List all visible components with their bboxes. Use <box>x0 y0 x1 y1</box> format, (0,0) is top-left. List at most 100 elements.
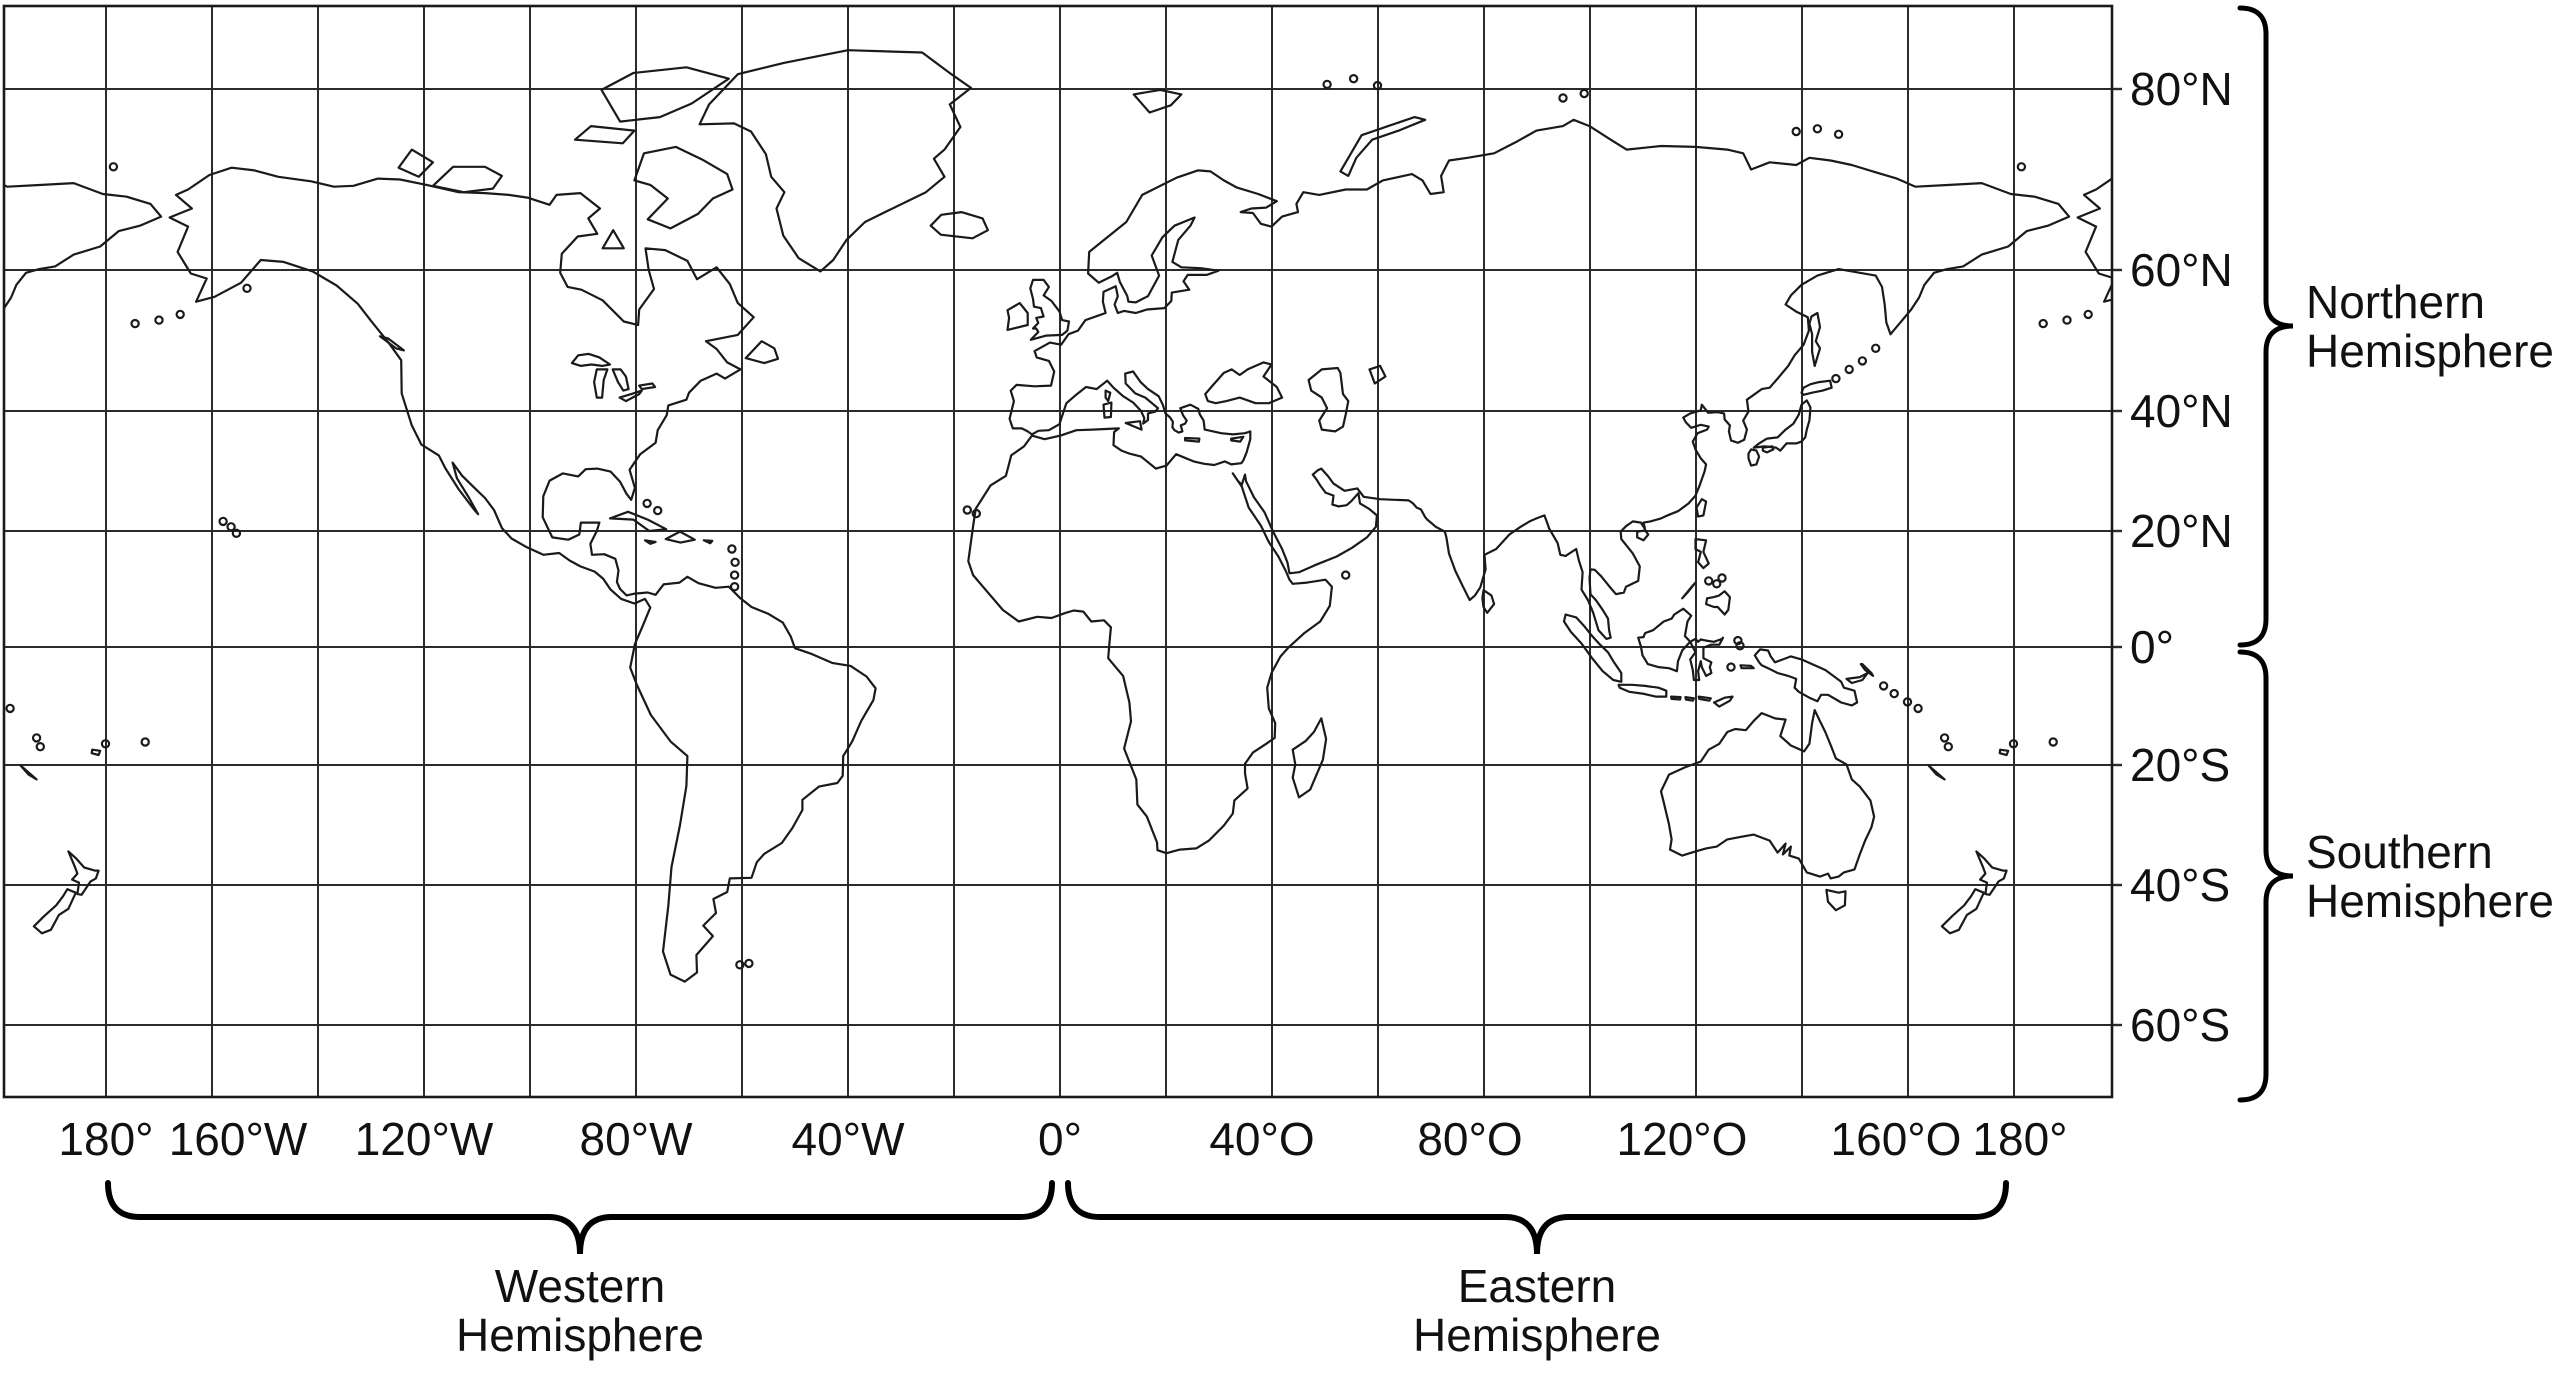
longitude-label-40°O: 40°O <box>1209 1113 1315 1165</box>
longitude-label-180°: 180° <box>1972 1113 2068 1165</box>
northern-hemisphere-brace <box>2237 5 2294 648</box>
coastline-fiji <box>90 748 102 757</box>
small-island <box>218 516 228 527</box>
coastline-britain <box>1029 278 1071 341</box>
coastline-palawan <box>1681 581 1697 600</box>
small-island <box>729 582 740 592</box>
small-island <box>1558 93 1568 103</box>
small-island <box>1791 126 1801 137</box>
longitude-label-120°O: 120°O <box>1616 1113 1748 1165</box>
coastline-crete <box>1184 436 1201 443</box>
coastline-aral <box>1368 364 1387 385</box>
coastline-newguinea <box>1753 648 1859 707</box>
small-island <box>1340 570 1351 580</box>
small-island <box>1870 343 1881 353</box>
small-island <box>108 162 119 172</box>
small-island <box>1878 681 1889 691</box>
small-island <box>175 309 185 320</box>
hemisphere-braces <box>105 5 2294 1255</box>
coastline-eurafrica <box>967 118 2071 855</box>
small-island <box>231 528 242 539</box>
latitude-label-80°N: 80°N <box>2130 63 2233 115</box>
small-island <box>1833 129 1844 139</box>
southern-hemisphere-line2: Hemisphere <box>2306 875 2554 927</box>
small-island <box>962 505 973 515</box>
small-island <box>1943 742 1954 752</box>
small-island <box>5 703 15 714</box>
western-hemisphere-brace <box>105 1180 1055 1255</box>
coastline-srilanka <box>1481 589 1496 614</box>
small-island <box>1902 697 1913 707</box>
coastline-sunda2 <box>1684 696 1695 702</box>
coastline-lake_huron <box>611 368 630 392</box>
coastline-tasmania <box>1825 888 1847 912</box>
eastern-hemisphere-line2: Hemisphere <box>1413 1309 1661 1361</box>
small-island <box>729 570 740 580</box>
coastline-iceland <box>929 211 989 240</box>
small-island <box>2008 739 2019 749</box>
longitude-label-40°W: 40°W <box>791 1113 905 1165</box>
small-island <box>1372 80 1383 91</box>
small-island <box>1348 73 1359 84</box>
small-island <box>642 498 652 509</box>
small-island <box>130 318 140 329</box>
latitude-label-60°S: 60°S <box>2130 999 2231 1051</box>
small-island <box>1844 364 1854 375</box>
coastline-americas <box>168 166 877 983</box>
latitude-label-0°: 0° <box>2130 621 2174 673</box>
longitude-label-120°W: 120°W <box>354 1113 494 1165</box>
coastline-novayazemlya <box>1339 116 1427 177</box>
coastline-lake_ontario <box>638 382 657 391</box>
small-island <box>1322 79 1332 90</box>
small-island <box>4 700 5 704</box>
coastline-ireland <box>1006 302 1029 331</box>
latitude-label-40°S: 40°S <box>2130 859 2231 911</box>
coastline-sardinia <box>1102 401 1113 419</box>
small-island <box>140 737 150 747</box>
eastern-hemisphere-line1: Eastern <box>1457 1260 1617 1312</box>
coastlines-layer <box>4 49 2112 983</box>
coastline-hainan <box>1636 529 1650 542</box>
coastline-hispaniola <box>664 530 696 544</box>
coastline-taiwan <box>1695 498 1708 518</box>
small-island <box>1812 124 1823 134</box>
coastline-sumatra <box>1562 613 1623 683</box>
longitude-label-80°O: 80°O <box>1417 1113 1523 1165</box>
small-island <box>1726 662 1736 672</box>
coastline-victoria <box>431 165 503 194</box>
coastline-nzsouth <box>1940 888 1985 935</box>
small-island <box>100 739 111 749</box>
small-island <box>1939 733 1950 743</box>
small-island <box>1711 579 1722 589</box>
coastline-newireland <box>1859 663 1875 677</box>
small-island <box>242 283 252 293</box>
coastline-sunda1 <box>1670 695 1682 701</box>
northern-hemisphere-label: Northern Hemisphere <box>2306 278 2554 376</box>
eastern-hemisphere-brace <box>1065 1180 2009 1255</box>
longitude-label-180°: 180° <box>58 1113 154 1165</box>
small-island <box>1703 576 1714 586</box>
small-island <box>1735 641 1745 651</box>
latitude-label-20°N: 20°N <box>2130 505 2233 557</box>
coastline-luzon <box>1694 538 1710 570</box>
latitude-label-40°N: 40°N <box>2130 385 2233 437</box>
longitude-label-0°: 0° <box>1038 1113 1082 1165</box>
coastline-hokkaido <box>1800 379 1833 396</box>
coastline-sicily <box>1124 420 1143 431</box>
coastline-timor <box>1712 695 1734 708</box>
longitude-label-160°W: 160°W <box>168 1113 308 1165</box>
latitude-ticks <box>2112 87 2122 1027</box>
coastline-puertorico <box>702 539 714 545</box>
small-island <box>653 505 663 516</box>
coastline-newcaledonia <box>1927 764 1946 781</box>
coastline-nznorth <box>67 850 100 896</box>
coastline-newfoundland <box>744 340 780 365</box>
coastline-corsica <box>1104 389 1112 403</box>
small-island <box>730 557 740 568</box>
small-island <box>1857 356 1868 366</box>
coastline-caspian <box>1307 366 1350 433</box>
small-island <box>744 958 754 969</box>
graticule-grid <box>4 6 2112 1097</box>
coastline-sakhalin <box>1808 311 1822 367</box>
